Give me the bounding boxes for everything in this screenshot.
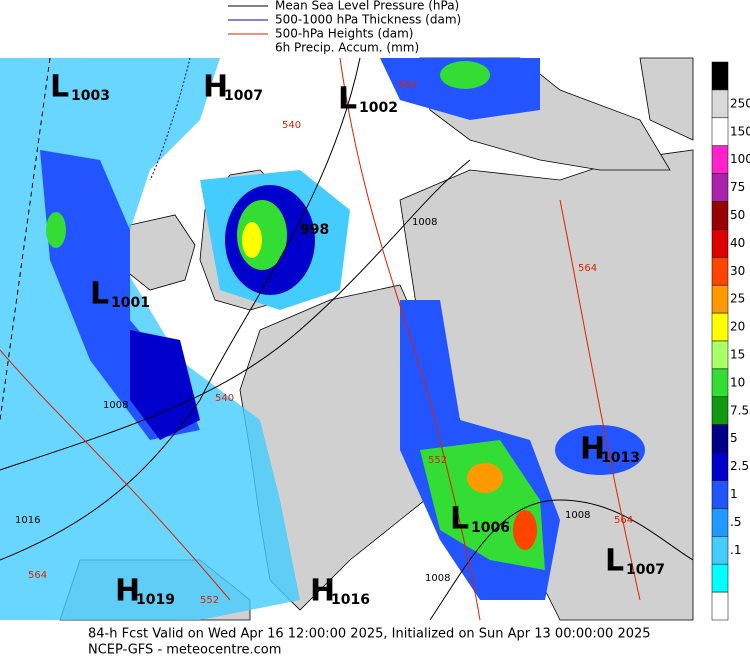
colorbar-label: 7.5 xyxy=(730,403,749,417)
contour-label: 564 xyxy=(398,80,417,91)
colorbar-label: 25 xyxy=(730,292,745,306)
center-letter: H xyxy=(580,432,605,467)
legend-label: Mean Sea Level Pressure (hPa) xyxy=(275,0,459,13)
colorbar-cell xyxy=(711,424,729,453)
colorbar-cell xyxy=(711,452,729,481)
contour-label: 1008 xyxy=(103,400,128,411)
colorbar-label: 20 xyxy=(730,320,745,334)
colorbar: 250 150 100 75 50 40 30 25 20 15 10 7.5 5 2.5 1 .5 .1 xyxy=(711,61,750,621)
colorbar-label: 2.5 xyxy=(730,459,749,473)
colorbar-cell xyxy=(711,536,729,565)
colorbar-label: 75 xyxy=(730,180,745,194)
center-letter: H xyxy=(203,70,228,105)
colorbar-cell xyxy=(711,89,729,119)
center-letter: L xyxy=(338,82,357,117)
center-letter: L xyxy=(50,70,69,105)
contour-label: 1016 xyxy=(15,515,40,526)
center-value: 1013 xyxy=(601,450,640,466)
center-letter: L xyxy=(90,277,109,312)
contour-label: 540 xyxy=(282,120,301,131)
colorbar-cell xyxy=(711,61,729,91)
contours xyxy=(0,57,694,621)
contour-label: 1008 xyxy=(425,573,450,584)
colorbar-cell xyxy=(711,508,729,537)
contour-label: 552 xyxy=(200,595,219,606)
colorbar-cell xyxy=(711,257,729,286)
colorbar-label: 30 xyxy=(730,264,745,278)
center-value: 1001 xyxy=(111,295,150,311)
colorbar-label: 100 xyxy=(730,152,750,166)
colorbar-cell xyxy=(711,145,729,174)
legend: Mean Sea Level Pressure (hPa)500-1000 hP… xyxy=(228,0,461,55)
center-letter: L xyxy=(450,502,469,537)
colorbar-cell xyxy=(711,229,729,258)
center-value: 1007 xyxy=(626,562,665,578)
contour-label: 552 xyxy=(428,455,447,466)
legend-label: 6h Precip. Accum. (mm) xyxy=(275,41,419,55)
colorbar-label: 40 xyxy=(730,236,745,250)
contour-label: 564 xyxy=(614,515,633,526)
contour-label: 564 xyxy=(28,570,47,581)
colorbar-label: .5 xyxy=(730,515,741,529)
colorbar-cell xyxy=(711,396,729,425)
contour-label: 540 xyxy=(215,393,234,404)
colorbar-cell xyxy=(711,563,729,593)
center-value: 1019 xyxy=(136,592,175,608)
center-value: 1002 xyxy=(359,100,398,116)
colorbar-cell xyxy=(711,340,729,370)
colorbar-label: 15 xyxy=(730,347,745,361)
colorbar-label: 1 xyxy=(730,487,738,501)
contour-label: 564 xyxy=(578,263,597,274)
precipitation xyxy=(0,58,645,620)
colorbar-cell xyxy=(711,117,729,146)
colorbar-label: 50 xyxy=(730,208,745,222)
contour-labels: 1008 1008 1008 1008 1016 564 564 564 564 552 552 54… xyxy=(15,80,633,606)
footer-line: NCEP-GFS - meteocentre.com xyxy=(88,643,281,656)
colorbar-label: 10 xyxy=(730,375,745,389)
center-value: 1016 xyxy=(331,592,370,608)
colorbar-cell xyxy=(711,201,729,230)
colorbar-cell xyxy=(711,480,729,509)
colorbar-cell xyxy=(711,312,729,342)
footer-line: 84-h Fcst Valid on Wed Apr 16 12:00:00 2… xyxy=(88,627,651,642)
colorbar-label: 5 xyxy=(730,431,738,445)
colorbar-label: .1 xyxy=(730,543,741,557)
contour-label: 1008 xyxy=(412,217,437,228)
colorbar-cell xyxy=(711,284,729,314)
colorbar-label: 250 xyxy=(730,96,750,110)
colorbar-label: 150 xyxy=(730,124,750,138)
center-value: 1003 xyxy=(71,88,110,104)
center-value: 998 xyxy=(300,222,329,238)
center-letter: H xyxy=(115,574,140,609)
contour-label: 1008 xyxy=(565,510,590,521)
legend-label: 500-1000 hPa Thickness (dam) xyxy=(275,13,461,27)
center-value: 1007 xyxy=(224,88,263,104)
colorbar-cell xyxy=(711,173,729,202)
colorbar-cell xyxy=(711,368,729,398)
center-letter: H xyxy=(310,574,335,609)
center-letter: L xyxy=(605,544,624,579)
legend-label: 500-hPa Heights (dam) xyxy=(275,27,413,41)
colorbar-cell xyxy=(711,591,729,621)
center-value: 1006 xyxy=(471,520,510,536)
